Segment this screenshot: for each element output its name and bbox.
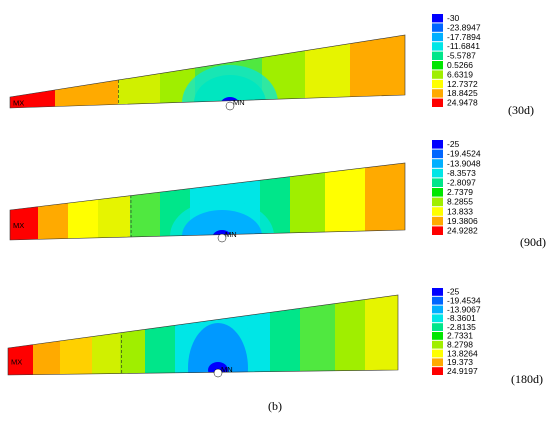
contour-band: [365, 163, 405, 240]
legend-swatch: [432, 288, 443, 296]
outline: [9, 34, 406, 109]
legend-label: -23.8947: [447, 22, 481, 32]
hole: [213, 368, 223, 378]
legend-label: 19.3806: [447, 216, 478, 226]
legend-swatch: [432, 367, 443, 375]
legend-label: 6.6319: [447, 69, 473, 79]
legend-swatch: [432, 79, 443, 89]
legend-label: 0.5266: [447, 60, 473, 70]
hole: [217, 233, 227, 243]
legend-swatch: [432, 216, 443, 226]
legend-label: -2.8097: [447, 177, 476, 187]
max-marker: MX: [11, 357, 22, 366]
legend-label: 2.7331: [447, 331, 473, 341]
panel-label: (90d): [520, 235, 546, 249]
legend-label: 2.7379: [447, 187, 473, 197]
legend-swatch: [432, 159, 443, 168]
max-marker: MX: [13, 98, 24, 107]
legend-label: 8.2855: [447, 197, 473, 207]
legend-label: -25: [447, 139, 460, 149]
legend-label: -8.3601: [447, 313, 476, 323]
legend-label: 24.9282: [447, 225, 478, 235]
legend-swatch: [432, 188, 443, 197]
legend-swatch: [432, 178, 443, 187]
legend-swatch: [432, 32, 443, 42]
legend-swatch: [432, 197, 443, 207]
legend-swatch: [432, 61, 443, 70]
max-marker: MX: [13, 221, 24, 230]
outline: [9, 162, 406, 241]
legend-swatch: [432, 340, 443, 349]
legend-swatch: [432, 149, 443, 159]
panel-label: (30d): [508, 103, 534, 117]
legend-swatch: [432, 51, 443, 60]
legend-label: 8.2798: [447, 339, 473, 349]
min-marker: MN: [233, 98, 245, 107]
legend-label: -17.7894: [447, 32, 481, 42]
legend-label: -2.8135: [447, 322, 476, 332]
min-marker: MN: [225, 230, 237, 239]
legend-swatch: [432, 349, 443, 358]
min-marker: MN: [221, 365, 233, 374]
hole: [225, 101, 235, 111]
legend-label: -30: [447, 13, 460, 23]
legend-swatch: [432, 323, 443, 331]
outline: [7, 294, 399, 376]
legend-swatch: [432, 296, 443, 305]
legend-label: 18.8425: [447, 88, 478, 98]
legend-label: -5.5787: [447, 51, 476, 61]
legend-swatch: [432, 140, 443, 149]
legend-swatch: [432, 226, 443, 235]
contour-band: [325, 163, 366, 240]
legend-swatch: [432, 23, 443, 32]
legend-swatch: [432, 168, 443, 178]
legend-swatch: [432, 332, 443, 340]
legend-label: 24.9478: [447, 98, 478, 108]
legend-swatch: [432, 358, 443, 367]
legend-label: -19.4534: [447, 295, 481, 305]
legend-label: 19.373: [447, 357, 473, 367]
legend-swatch: [432, 98, 443, 107]
seam: [129, 163, 133, 240]
legend-label: -13.9067: [447, 304, 481, 314]
legend-swatch: [432, 314, 443, 323]
legend-label: -19.4524: [447, 149, 481, 159]
legend-label: -13.9048: [447, 158, 481, 168]
legend-label: -11.6841: [447, 41, 480, 51]
panel-label: (180d): [511, 372, 543, 386]
legend-label: 12.7372: [447, 79, 478, 89]
legend-swatch: [432, 42, 443, 51]
legend-swatch: [432, 89, 443, 98]
legend-label: 24.9197: [447, 366, 478, 376]
contour-band: [365, 295, 398, 375]
legend-label: 13.8264: [447, 348, 478, 358]
legend-label: -8.3573: [447, 168, 476, 178]
legend-label: -25: [447, 287, 460, 297]
legend-swatch: [432, 305, 443, 314]
legend-swatch: [432, 207, 443, 216]
caption: (b): [268, 399, 282, 413]
legend-swatch: [432, 70, 443, 79]
contour-band: [300, 295, 336, 375]
legend-label: 13.833: [447, 206, 473, 216]
legend-swatch: [432, 14, 443, 23]
contour-band: [335, 295, 366, 375]
